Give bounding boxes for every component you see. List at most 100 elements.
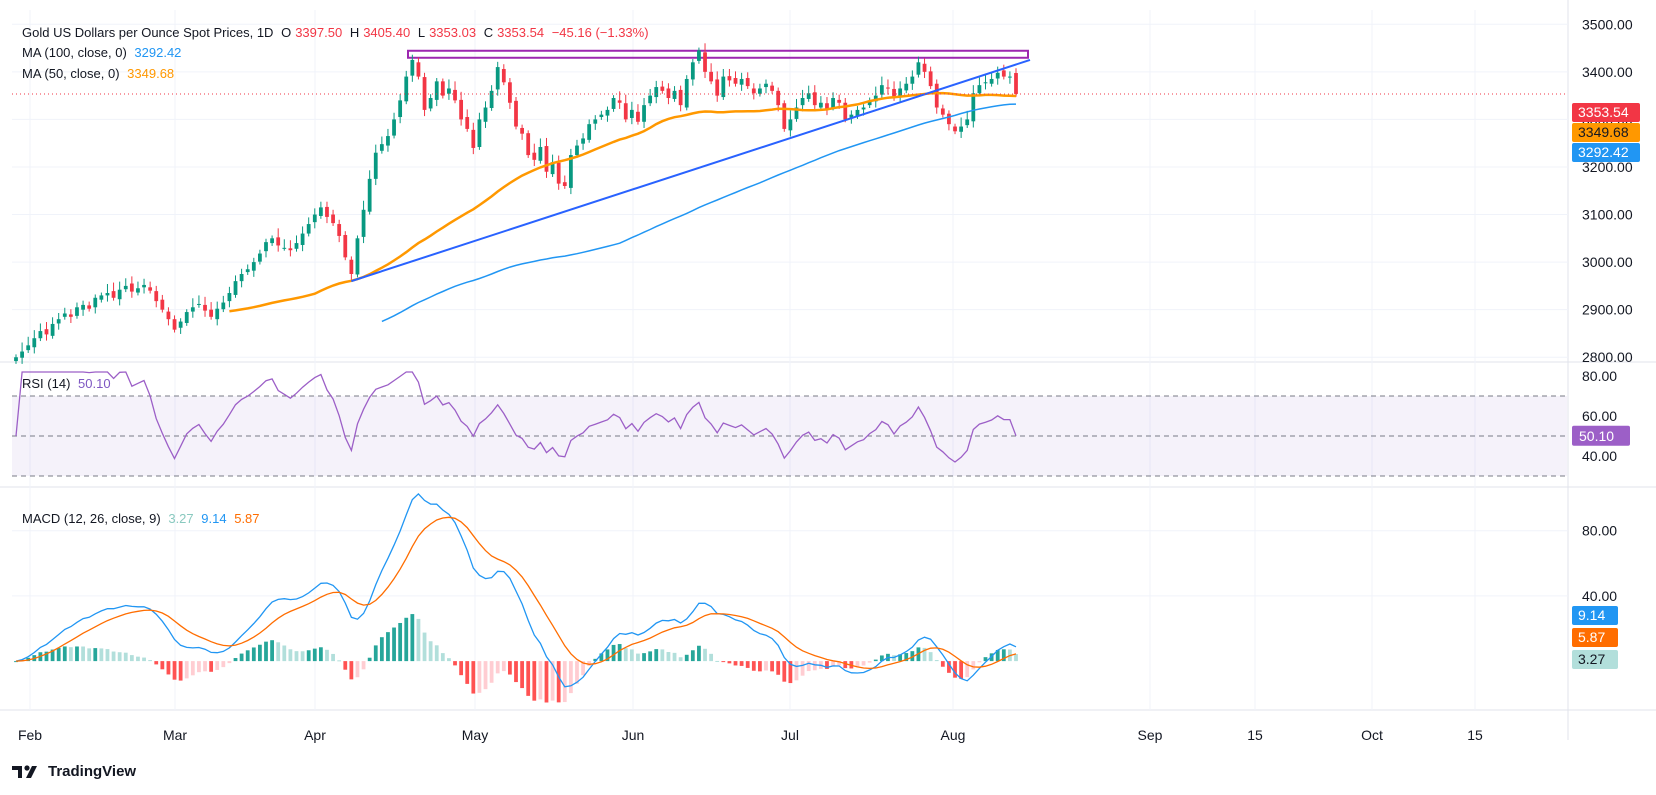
macd-histogram-bar: [709, 653, 714, 662]
macd-tag-label: 9.14: [1578, 607, 1605, 623]
candle-body: [32, 338, 37, 348]
ma50-line: [229, 91, 1017, 313]
candle-body: [410, 59, 415, 76]
macd-histogram-bar: [636, 653, 640, 662]
candle-body: [343, 234, 348, 258]
macd-histogram-bar: [995, 649, 1000, 662]
candle-body: [434, 81, 439, 100]
macd-tag: [1572, 650, 1618, 669]
candle-body: [38, 331, 43, 339]
candle-body: [837, 99, 842, 103]
candle-body: [617, 100, 622, 103]
candle-body: [56, 319, 61, 324]
candle-body: [318, 207, 323, 216]
candle-body: [349, 259, 354, 274]
candle-body: [514, 100, 518, 127]
macd-histogram-bar: [684, 654, 689, 662]
macd-histogram-bar: [184, 661, 189, 679]
candle-body: [93, 297, 98, 308]
macd-histogram-bar: [806, 661, 811, 672]
macd-histogram-bar: [751, 661, 756, 671]
macd-histogram-bar: [940, 661, 945, 667]
tradingview-logo[interactable]: TradingView: [12, 763, 136, 780]
candle-body: [660, 86, 665, 91]
macd-histogram-bar: [538, 661, 543, 700]
candle-body: [794, 107, 799, 119]
rsi-value: 50.10: [78, 376, 111, 391]
high-value: 3405.40: [363, 25, 411, 40]
macd-histogram-bar: [879, 655, 884, 662]
macd-histogram-bar: [50, 649, 55, 662]
macd-histogram-bar: [599, 653, 604, 662]
ma100-legend[interactable]: MA (100, close, 0) 3292.42: [22, 45, 185, 60]
macd-histogram-bar: [745, 661, 750, 668]
macd-histogram-bar: [258, 644, 262, 662]
macd-histogram-bar: [99, 648, 104, 662]
macd-histogram-bar: [239, 653, 244, 662]
macd-histogram-bar: [227, 661, 232, 664]
macd-histogram-bar: [105, 649, 110, 662]
candle-body: [764, 83, 768, 88]
ma50-legend[interactable]: MA (50, close, 0) 3349.68: [22, 66, 178, 81]
candle-body: [264, 242, 268, 252]
candle-body: [184, 312, 189, 323]
candle-body: [953, 126, 957, 132]
x-tick-label: 15: [1247, 727, 1263, 743]
macd-histogram-bar: [501, 661, 506, 672]
candle-body: [581, 138, 585, 144]
rsi-legend[interactable]: RSI (14) 50.10: [22, 376, 115, 391]
macd-histogram-bar: [276, 642, 281, 662]
macd-histogram-bar: [855, 661, 860, 668]
candle-body: [453, 89, 457, 101]
macd-histogram-bar: [264, 641, 268, 662]
candle-body: [282, 247, 287, 249]
macd-tick-label: 40.00: [1582, 588, 1617, 604]
macd-histogram-bar: [14, 661, 18, 663]
macd-histogram-bar: [581, 661, 585, 676]
macd-histogram-bar: [794, 661, 799, 681]
candle-body: [629, 109, 634, 118]
candle-body: [599, 114, 604, 118]
x-tick-label: Mar: [163, 727, 187, 743]
x-tick-label: Apr: [304, 727, 326, 743]
macd-histogram-bar: [947, 661, 951, 673]
open-value: 3397.50: [295, 25, 343, 40]
macd-histogram-bar: [343, 661, 348, 670]
macd-histogram-bar: [68, 647, 73, 662]
candle-body: [258, 253, 262, 262]
macd-histogram-bar: [934, 660, 939, 662]
candle-body: [477, 119, 482, 147]
candle-body: [587, 124, 592, 140]
macd-histogram-bar: [910, 651, 915, 662]
candle-body: [227, 293, 232, 302]
candle-body: [806, 93, 811, 99]
macd-histogram-bar: [660, 649, 665, 662]
macd-histogram-bar: [459, 661, 464, 676]
macd-histogram-bar: [306, 650, 311, 662]
macd-histogram-bar: [867, 661, 872, 663]
candle-body: [916, 62, 921, 75]
macd-histogram-bar: [233, 658, 238, 662]
symbol-title[interactable]: Gold US Dollars per Ounce Spot Prices, 1…: [22, 25, 274, 40]
macd-tag: [1572, 606, 1618, 625]
macd-histogram-bar: [629, 649, 634, 662]
price-tick-label: 2800.00: [1582, 349, 1633, 365]
candle-body: [355, 238, 360, 275]
candle-body: [288, 248, 293, 251]
macd-histogram-bar: [111, 651, 116, 662]
candle-body: [849, 114, 854, 118]
macd-histogram-bar: [611, 644, 616, 662]
macd-histogram-bar: [434, 645, 439, 662]
candle-body: [325, 206, 329, 217]
candle-body: [75, 307, 79, 316]
macd-histogram-bar: [642, 653, 646, 662]
macd-histogram-bar: [568, 661, 573, 694]
candle-body: [825, 103, 829, 109]
candle-body: [709, 71, 714, 82]
macd-histogram-bar: [178, 661, 183, 681]
candle-body: [776, 90, 781, 106]
macd-histogram-bar: [666, 652, 671, 662]
candle-body: [81, 304, 85, 310]
macd-histogram-bar: [520, 661, 524, 689]
macd-legend[interactable]: MACD (12, 26, close, 9) 3.27 9.14 5.87: [22, 511, 264, 526]
